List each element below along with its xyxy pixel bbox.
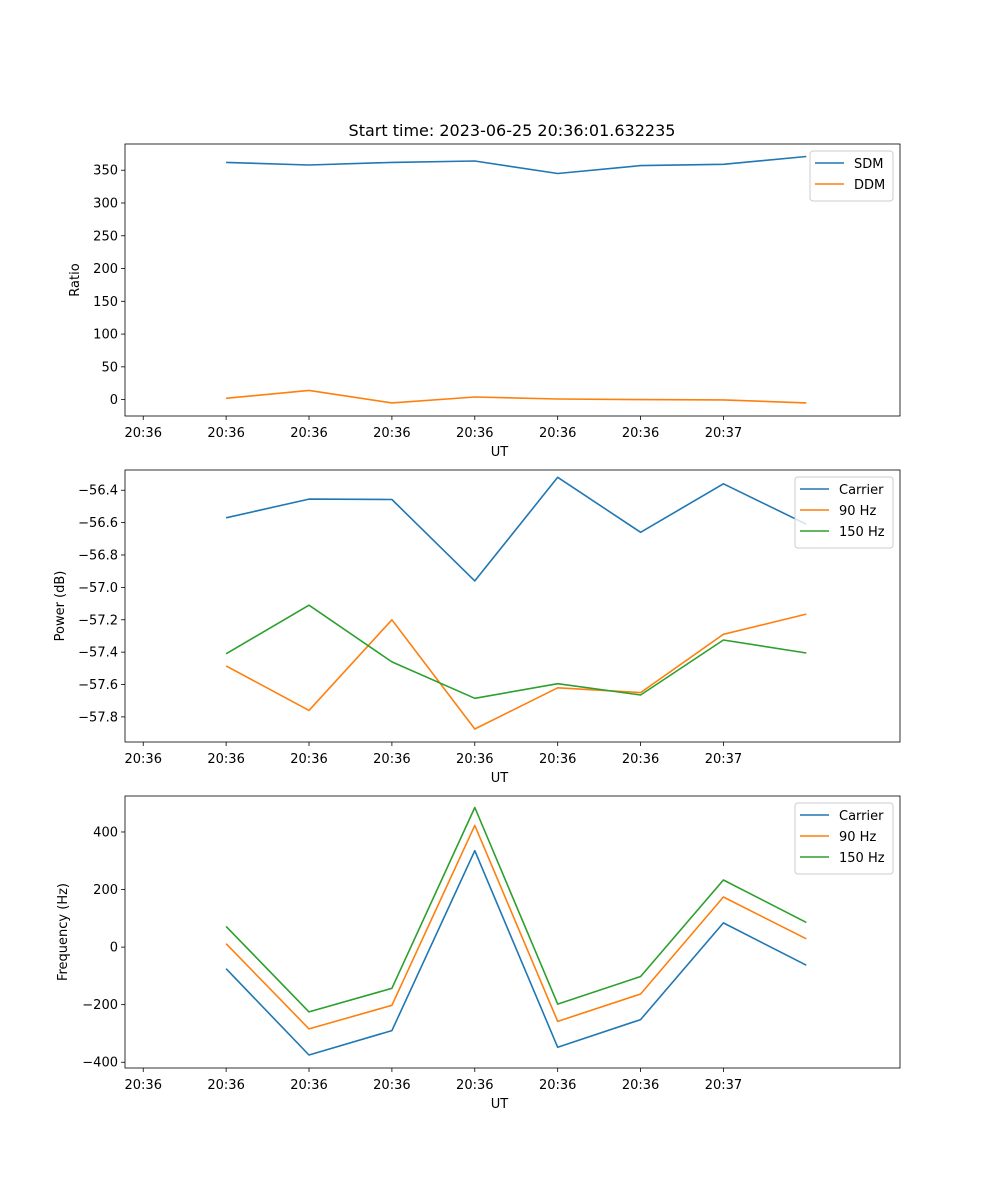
- legend-label: 90 Hz: [839, 504, 876, 519]
- axes-frame: [124, 795, 901, 1069]
- y-tick-label: 200: [93, 262, 118, 277]
- series-line-150-hz: [225, 806, 807, 1013]
- legend: Carrier 90 Hz 150 Hz: [794, 802, 894, 875]
- axes-frame: [124, 143, 901, 417]
- y-tick-label: 400: [93, 825, 118, 840]
- y-tick-label: 0: [110, 941, 118, 956]
- legend-label: Carrier: [839, 809, 884, 824]
- x-tick-label: 20:36: [539, 1078, 576, 1093]
- series-line-150-hz: [225, 604, 807, 700]
- x-tick-label: 20:36: [622, 426, 659, 441]
- x-tick-label: 20:36: [373, 426, 410, 441]
- series-line-carrier: [225, 476, 807, 582]
- y-tick-label: −56.8: [78, 549, 118, 564]
- y-tick-label: 150: [93, 295, 118, 310]
- x-tick-label: 20:36: [125, 1078, 162, 1093]
- y-tick-label: 50: [101, 360, 118, 375]
- y-tick-label: −57.0: [78, 581, 118, 596]
- x-tick-label: 20:36: [456, 752, 493, 767]
- x-tick-label: 20:36: [207, 1078, 244, 1093]
- legend: Carrier 90 Hz 150 Hz: [794, 476, 894, 549]
- x-tick-label: 20:36: [125, 752, 162, 767]
- y-tick-label: 0: [110, 393, 118, 408]
- x-tick-label: 20:36: [373, 752, 410, 767]
- x-tick-label: 20:36: [539, 752, 576, 767]
- legend-label: DDM: [854, 178, 885, 193]
- x-axis-label: UT: [491, 771, 509, 786]
- y-tick-label: 350: [93, 164, 118, 179]
- series-line-90-hz: [225, 824, 807, 1030]
- y-tick-label: 250: [93, 229, 118, 244]
- x-tick-label: 20:36: [539, 426, 576, 441]
- x-tick-label: 20:36: [622, 1078, 659, 1093]
- y-tick-label: −400: [82, 1056, 118, 1071]
- x-tick-label: 20:37: [705, 1078, 742, 1093]
- series-line-ddm: [226, 389, 807, 404]
- series-line-90-hz: [225, 613, 807, 730]
- y-tick-label: −57.4: [78, 646, 118, 661]
- x-tick-label: 20:36: [622, 752, 659, 767]
- series-line-carrier: [225, 849, 807, 1056]
- legend-label: Carrier: [839, 483, 884, 498]
- x-tick-label: 20:37: [705, 752, 742, 767]
- y-tick-label: 300: [93, 196, 118, 211]
- y-tick-label: −57.2: [78, 613, 118, 628]
- x-axis-label: UT: [491, 445, 509, 460]
- x-tick-label: 20:36: [373, 1078, 410, 1093]
- subplot-2: −57.8 −57.6 −57.4 −57.2 −57.0 −56.8 −56.6 −56.4…: [53, 469, 901, 786]
- x-tick-label: 20:36: [456, 1078, 493, 1093]
- subplot-1: 0 50 100 150 200 250 300 350 20:36 20:36 20:36 20:3…: [68, 143, 901, 460]
- figure-title: Start time: 2023-06-25 20:36:01.632235: [349, 121, 676, 140]
- plots: 0 50 100 150 200 250 300 350 20:36 20:36 20:36 20:3…: [53, 143, 901, 1112]
- y-tick-label: −200: [82, 998, 118, 1013]
- legend-label: SDM: [854, 157, 883, 172]
- x-tick-label: 20:36: [456, 426, 493, 441]
- legend: SDM DDM: [809, 150, 894, 202]
- y-tick-label: 200: [93, 883, 118, 898]
- x-tick-label: 20:36: [290, 426, 327, 441]
- series-line-sdm: [226, 155, 807, 175]
- y-tick-label: 100: [93, 328, 118, 343]
- x-tick-label: 20:36: [207, 752, 244, 767]
- y-tick-label: −56.4: [78, 484, 118, 499]
- x-tick-label: 20:37: [705, 426, 742, 441]
- legend-label: 90 Hz: [839, 830, 876, 845]
- legend-label: 150 Hz: [839, 851, 885, 866]
- y-axis-label: Power (dB): [53, 571, 68, 642]
- x-tick-label: 20:36: [290, 752, 327, 767]
- x-tick-label: 20:36: [290, 1078, 327, 1093]
- subplot-3: −400 −200 0 200 400 20:36 20:36 20:36 20:36 20:36…: [56, 795, 901, 1112]
- y-tick-label: −57.6: [78, 678, 118, 693]
- y-tick-label: −56.6: [78, 516, 118, 531]
- y-axis-label: Ratio: [68, 263, 83, 296]
- y-tick-label: −57.8: [78, 710, 118, 725]
- axes-frame: [124, 469, 901, 743]
- y-axis-label: Frequency (Hz): [56, 883, 71, 981]
- x-tick-label: 20:36: [207, 426, 244, 441]
- legend-label: 150 Hz: [839, 525, 885, 540]
- x-tick-label: 20:36: [125, 426, 162, 441]
- x-axis-label: UT: [491, 1097, 509, 1112]
